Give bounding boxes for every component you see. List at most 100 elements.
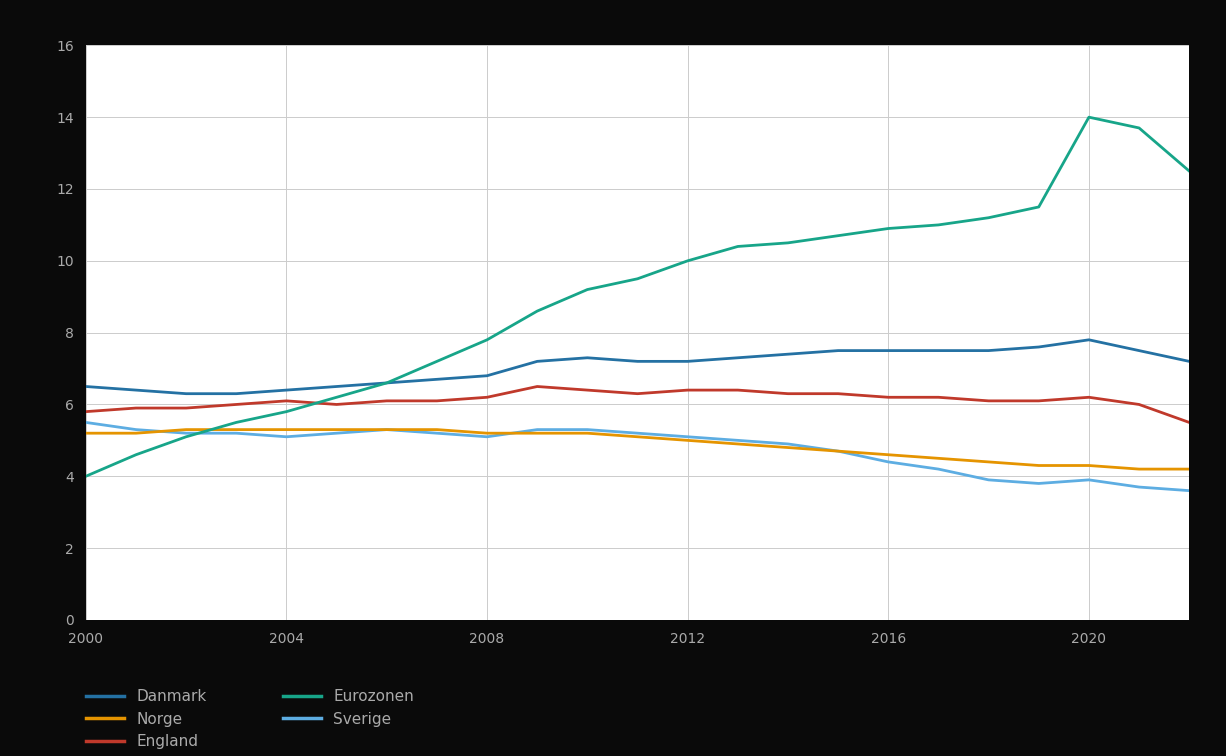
- Eurozonen: [1081, 113, 1096, 122]
- England: [479, 393, 494, 402]
- Norge: [781, 443, 796, 452]
- Norge: [280, 425, 294, 434]
- Eurozonen: [429, 357, 444, 366]
- Line: Danmark: Danmark: [86, 340, 1189, 394]
- Norge: [229, 425, 244, 434]
- Eurozonen: [981, 213, 996, 222]
- Norge: [881, 451, 896, 460]
- England: [881, 393, 896, 402]
- England: [179, 404, 194, 413]
- Sverige: [881, 457, 896, 466]
- Norge: [179, 425, 194, 434]
- Eurozonen: [1031, 203, 1046, 212]
- Sverige: [630, 429, 645, 438]
- Sverige: [931, 464, 945, 473]
- England: [1182, 418, 1197, 427]
- Eurozonen: [78, 472, 93, 481]
- England: [831, 389, 846, 398]
- Danmark: [781, 349, 796, 359]
- Danmark: [179, 389, 194, 398]
- Norge: [1031, 461, 1046, 470]
- Danmark: [1132, 346, 1146, 355]
- Eurozonen: [229, 418, 244, 427]
- Eurozonen: [1182, 166, 1197, 175]
- Sverige: [1081, 476, 1096, 485]
- Norge: [731, 439, 745, 448]
- Norge: [630, 432, 645, 442]
- England: [78, 407, 93, 417]
- Danmark: [680, 357, 695, 366]
- England: [680, 386, 695, 395]
- Norge: [429, 425, 444, 434]
- England: [330, 400, 345, 409]
- Danmark: [831, 346, 846, 355]
- Eurozonen: [530, 307, 544, 316]
- Danmark: [931, 346, 945, 355]
- Danmark: [330, 382, 345, 391]
- England: [1081, 393, 1096, 402]
- Norge: [78, 429, 93, 438]
- Danmark: [731, 353, 745, 362]
- Sverige: [229, 429, 244, 438]
- England: [530, 382, 544, 391]
- Sverige: [680, 432, 695, 442]
- Norge: [330, 425, 345, 434]
- Line: Eurozonen: Eurozonen: [86, 117, 1189, 476]
- Sverige: [781, 439, 796, 448]
- Sverige: [831, 447, 846, 456]
- Eurozonen: [179, 432, 194, 442]
- Sverige: [379, 425, 394, 434]
- Eurozonen: [379, 379, 394, 388]
- Norge: [680, 435, 695, 445]
- Line: Sverige: Sverige: [86, 423, 1189, 491]
- Sverige: [731, 435, 745, 445]
- England: [129, 404, 143, 413]
- Eurozonen: [280, 407, 294, 417]
- Sverige: [179, 429, 194, 438]
- Sverige: [580, 425, 595, 434]
- Danmark: [78, 382, 93, 391]
- Danmark: [881, 346, 896, 355]
- Danmark: [379, 379, 394, 388]
- England: [379, 396, 394, 405]
- England: [429, 396, 444, 405]
- Legend: Danmark, Norge, England, Eurozonen, Sverige: Danmark, Norge, England, Eurozonen, Sver…: [86, 689, 414, 749]
- Eurozonen: [330, 393, 345, 402]
- Norge: [129, 429, 143, 438]
- Eurozonen: [680, 256, 695, 265]
- Danmark: [530, 357, 544, 366]
- Eurozonen: [781, 238, 796, 247]
- England: [1132, 400, 1146, 409]
- Eurozonen: [931, 221, 945, 230]
- England: [781, 389, 796, 398]
- Danmark: [229, 389, 244, 398]
- Sverige: [129, 425, 143, 434]
- Eurozonen: [479, 336, 494, 345]
- Danmark: [479, 371, 494, 380]
- Danmark: [1182, 357, 1197, 366]
- Danmark: [1031, 342, 1046, 352]
- England: [229, 400, 244, 409]
- Eurozonen: [129, 451, 143, 460]
- Sverige: [1132, 482, 1146, 491]
- Norge: [931, 454, 945, 463]
- Danmark: [429, 375, 444, 384]
- Sverige: [1031, 479, 1046, 488]
- Norge: [981, 457, 996, 466]
- Sverige: [78, 418, 93, 427]
- Norge: [1132, 464, 1146, 473]
- Sverige: [479, 432, 494, 442]
- Eurozonen: [831, 231, 846, 240]
- England: [280, 396, 294, 405]
- Line: Norge: Norge: [86, 429, 1189, 469]
- Line: England: England: [86, 386, 1189, 423]
- Norge: [1081, 461, 1096, 470]
- England: [981, 396, 996, 405]
- Sverige: [280, 432, 294, 442]
- Sverige: [981, 476, 996, 485]
- Danmark: [630, 357, 645, 366]
- Danmark: [129, 386, 143, 395]
- Norge: [1182, 464, 1197, 473]
- Danmark: [580, 353, 595, 362]
- Sverige: [330, 429, 345, 438]
